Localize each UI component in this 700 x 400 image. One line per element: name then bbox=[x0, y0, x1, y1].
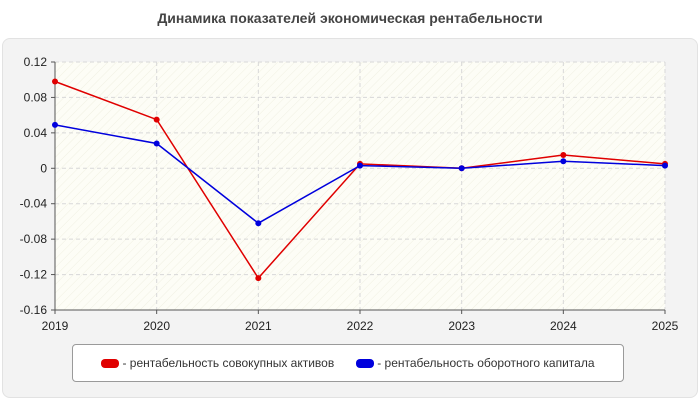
data-point[interactable] bbox=[357, 162, 363, 169]
x-tick-label: 2019 bbox=[42, 319, 69, 333]
series-group bbox=[52, 78, 668, 282]
y-tick-label: -0.12 bbox=[20, 268, 48, 282]
data-point[interactable] bbox=[153, 116, 160, 123]
legend-label: - рентабельность оборотного капитала bbox=[377, 356, 595, 370]
data-point[interactable] bbox=[560, 158, 567, 165]
legend: - рентабельность совокупных активов - ре… bbox=[72, 344, 624, 382]
data-point[interactable] bbox=[52, 78, 58, 85]
y-tick-label: 0 bbox=[40, 161, 47, 175]
legend-swatch-red bbox=[101, 358, 120, 368]
data-point[interactable] bbox=[560, 152, 567, 158]
y-tick-label: -0.04 bbox=[20, 197, 48, 211]
x-tick-label: 2022 bbox=[347, 319, 374, 333]
legend-label: - рентабельность совокупных активов bbox=[122, 356, 335, 370]
data-point[interactable] bbox=[255, 220, 262, 227]
data-point[interactable] bbox=[52, 121, 58, 128]
x-axis-ticks: 2019 2020 2021 2022 2023 2024 2025 bbox=[42, 310, 679, 333]
x-tick-label: 2021 bbox=[245, 319, 272, 333]
y-tick-label: 0.04 bbox=[24, 126, 48, 140]
y-tick-label: 0.12 bbox=[24, 55, 48, 69]
x-tick-label: 2020 bbox=[143, 319, 170, 333]
x-tick-label: 2025 bbox=[652, 319, 679, 333]
x-tick-label: 2023 bbox=[448, 319, 475, 333]
y-tick-label: -0.08 bbox=[20, 232, 48, 246]
x-tick-label: 2024 bbox=[550, 319, 577, 333]
data-point[interactable] bbox=[458, 165, 465, 172]
y-axis-ticks: 0.12 0.08 0.04 0 -0.04 -0.08 -0.12 -0.16 bbox=[20, 55, 55, 317]
data-point[interactable] bbox=[662, 162, 668, 169]
data-point[interactable] bbox=[255, 275, 262, 282]
legend-item-total-assets[interactable]: - рентабельность совокупных активов bbox=[101, 356, 334, 370]
data-point[interactable] bbox=[153, 140, 160, 147]
legend-item-working-capital[interactable]: - рентабельность оборотного капитала bbox=[356, 356, 595, 370]
legend-swatch-blue bbox=[356, 358, 375, 368]
chart-title: Динамика показателей экономическая рента… bbox=[157, 10, 543, 26]
y-tick-label: 0.08 bbox=[24, 90, 48, 104]
y-tick-label: -0.16 bbox=[20, 303, 48, 317]
